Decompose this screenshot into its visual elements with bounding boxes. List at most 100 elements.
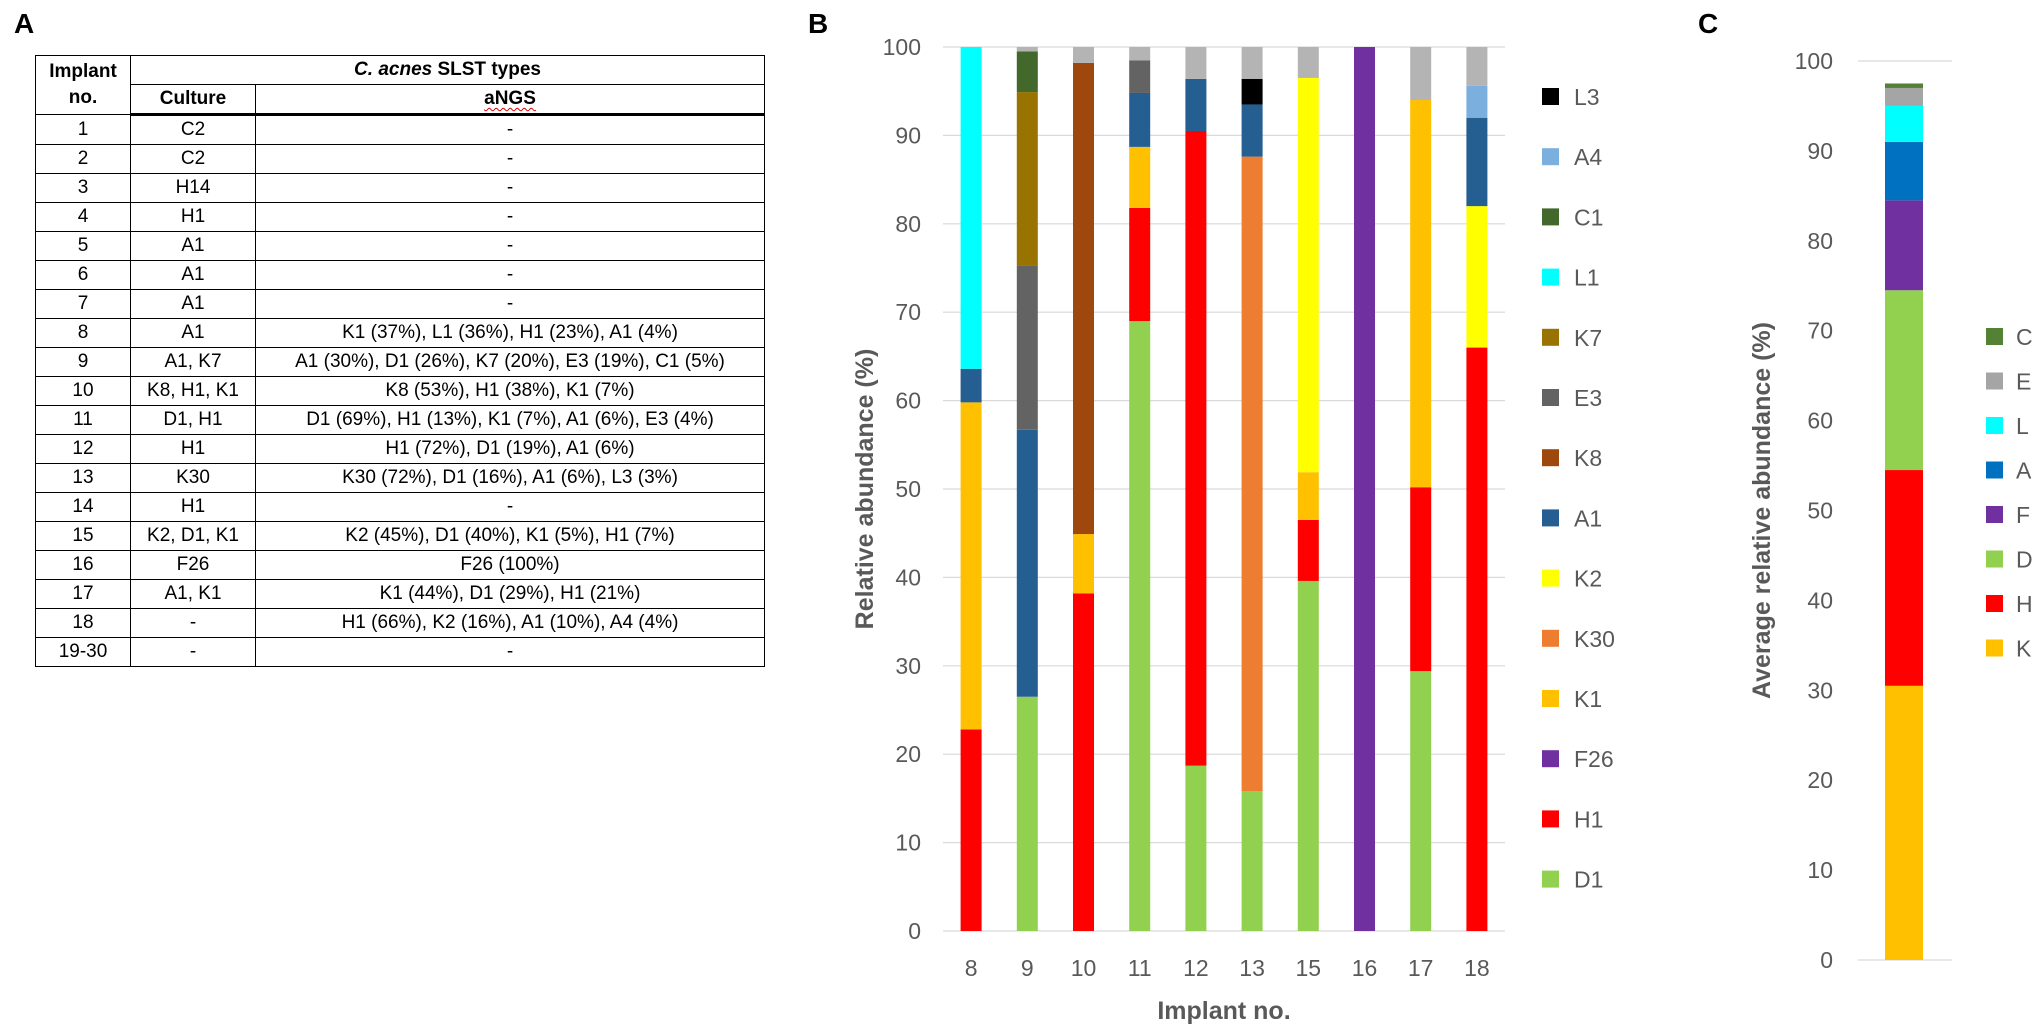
x-tick-label: 18 <box>1464 955 1490 981</box>
y-tick-label: 50 <box>895 476 921 502</box>
table-row: 3 H14- <box>35 173 765 203</box>
bar-segment-h1-implant-11 <box>1129 207 1151 322</box>
table-row: 7 A1- <box>35 289 765 319</box>
legend-swatch-l <box>1986 417 2003 434</box>
table-row: 6 A1- <box>35 260 765 290</box>
y-tick-label: 70 <box>895 299 921 325</box>
legend-label: D <box>2016 547 2033 573</box>
legend-swatch-e3 <box>1542 389 1559 406</box>
cell-angs: - <box>255 114 765 145</box>
bar-segment-h1-implant-10 <box>1073 593 1094 931</box>
legend-label: L3 <box>1574 84 1600 110</box>
cell-culture: - <box>130 608 256 638</box>
header-angs: aNGS <box>255 84 765 116</box>
y-tick-label: 90 <box>895 122 921 148</box>
legend-label: K2 <box>1574 566 1602 592</box>
bar-segment-a1-implant-13 <box>1241 104 1263 157</box>
legend-label: E3 <box>1574 385 1602 411</box>
bar-segment-a1-implant-9 <box>1016 429 1038 697</box>
bar-segment-d1-implant-11 <box>1129 321 1151 931</box>
cell-implant: 14 <box>35 492 131 522</box>
panel-label-c: C <box>1698 8 1719 39</box>
bar-segment-k30-implant-13 <box>1241 156 1263 792</box>
legend-swatch-f <box>1986 506 2003 523</box>
legend-swatch-c1 <box>1542 208 1559 226</box>
legend-swatch-l3 <box>1542 88 1559 105</box>
legend-label: D1 <box>1574 867 1603 893</box>
x-tick-label: 13 <box>1239 955 1265 981</box>
x-tick-label: 17 <box>1408 955 1434 981</box>
y-tick-label: 0 <box>908 918 921 944</box>
header-species: C. acnes <box>354 59 433 80</box>
bar-segment-h1-implant-12 <box>1185 130 1207 766</box>
cell-culture: A1 <box>130 231 256 261</box>
bar-segment-d <box>1885 290 1923 471</box>
legend-swatch-f26 <box>1542 750 1559 768</box>
cell-culture: H1 <box>130 202 256 232</box>
cell-implant: 13 <box>35 463 131 493</box>
bar-segment-e3-implant-9 <box>1016 265 1038 430</box>
y-axis-title: Relative abundance (%) <box>851 349 879 630</box>
table-row: 9 A1, K7 A1 (30%), D1 (26%), K7 (20%), E3 … <box>35 347 765 377</box>
legend-swatch-l1 <box>1542 268 1559 286</box>
y-tick-label: 0 <box>1820 947 1833 973</box>
y-tick-label: 30 <box>895 653 921 679</box>
bar-segment-other-implant-13 <box>1241 47 1263 79</box>
table-row: 2 C2- <box>35 144 765 174</box>
legend-label: K8 <box>1574 445 1602 471</box>
bar-segment-a4-implant-18 <box>1466 85 1488 118</box>
y-tick-label: 40 <box>1807 587 1833 613</box>
legend-label: F <box>2016 502 2030 528</box>
bar-segment-d1-implant-17 <box>1410 671 1432 931</box>
table-row: 14 H1- <box>35 492 765 522</box>
cell-implant: 19-30 <box>35 637 131 667</box>
cell-angs: A1 (30%), D1 (26%), K7 (20%), E3 (19%), … <box>255 347 765 377</box>
bar-segment-h <box>1885 470 1923 686</box>
cell-implant: 12 <box>35 434 131 464</box>
bar-segment-l3-implant-13 <box>1241 78 1263 105</box>
legend-swatch-k8 <box>1542 449 1559 467</box>
x-tick-label: 16 <box>1352 955 1378 981</box>
legend-swatch-k7 <box>1542 328 1559 346</box>
cell-culture: A1 <box>130 318 256 348</box>
bar-segment-c1-implant-9 <box>1016 51 1038 93</box>
x-tick-label: 11 <box>1128 955 1152 981</box>
bar-segment-k8-implant-10 <box>1073 62 1094 535</box>
cell-culture: A1, K1 <box>130 579 256 609</box>
legend-swatch-d1 <box>1542 870 1559 888</box>
cell-angs: - <box>255 260 765 290</box>
legend-label: H <box>2016 591 2033 617</box>
bar-segment-k1-implant-11 <box>1129 146 1151 208</box>
table-row: 12 H1 H1 (72%), D1 (19%), A1 (6%) <box>35 434 765 464</box>
legend-label: A <box>2016 458 2032 484</box>
y-tick-label: 100 <box>883 34 921 60</box>
bar-segment-h1-implant-17 <box>1410 487 1432 672</box>
bar-segment-c <box>1885 83 1923 88</box>
cell-culture: A1 <box>130 260 256 290</box>
y-tick-label: 60 <box>895 388 921 414</box>
cell-implant: 4 <box>35 202 131 232</box>
bar-segment-other-implant-10 <box>1073 47 1094 63</box>
x-axis-title: Implant no. <box>1157 997 1290 1025</box>
cell-angs: H1 (66%), K2 (16%), A1 (10%), A4 (4%) <box>255 608 765 638</box>
bar-segment-k1-implant-8 <box>960 402 982 730</box>
cell-implant: 6 <box>35 260 131 290</box>
bar-segment-d1-implant-13 <box>1241 791 1263 931</box>
legend-swatch-k30 <box>1542 629 1559 647</box>
y-tick-label: 100 <box>1795 48 1833 74</box>
bar-segment-d1-implant-15 <box>1297 580 1319 931</box>
bar-segment-f26-implant-16 <box>1354 47 1375 931</box>
legend-label: K1 <box>1574 686 1602 712</box>
table-row: 5 A1- <box>35 231 765 261</box>
legend-swatch-d <box>1986 550 2003 568</box>
cell-culture: F26 <box>130 550 256 580</box>
cell-culture: K30 <box>130 463 256 493</box>
cell-angs: K2 (45%), D1 (40%), K1 (5%), H1 (7%) <box>255 521 765 551</box>
cell-angs: - <box>255 144 765 174</box>
legend-swatch-a4 <box>1542 148 1559 166</box>
header-angs-text: aNGS <box>484 88 536 109</box>
bar-segment-k2-implant-18 <box>1466 206 1488 348</box>
legend-swatch-a1 <box>1542 509 1559 527</box>
table-row: 18- H1 (66%), K2 (16%), A1 (10%), A4 (4%) <box>35 608 765 638</box>
y-axis-title: Average relative abundance (%) <box>1748 322 1776 699</box>
